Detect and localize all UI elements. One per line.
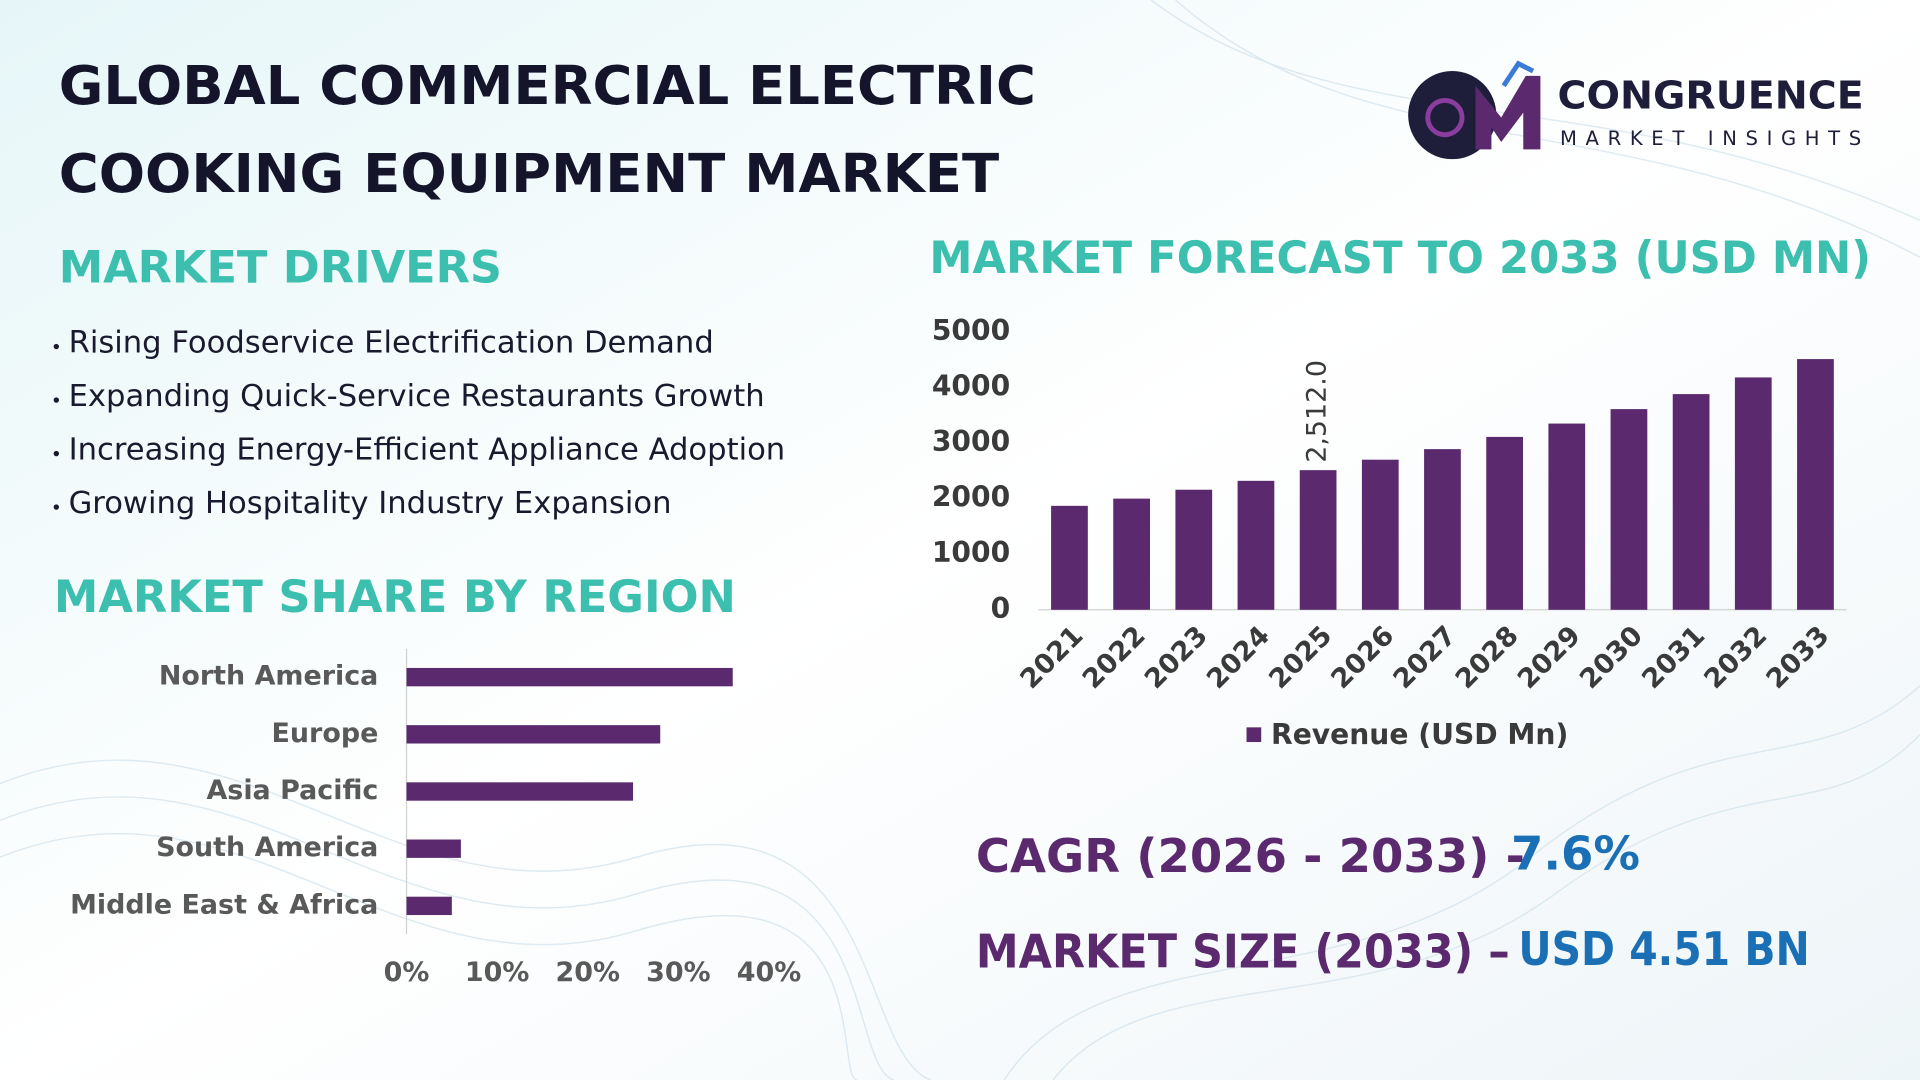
bar — [1113, 498, 1150, 610]
cagr-label: CAGR (2026 - 2033) - — [976, 829, 1525, 883]
bar — [1175, 489, 1213, 610]
y-tick-label: 5000 — [932, 314, 1010, 347]
driver-item: Rising Foodservice Electrification Deman… — [69, 326, 714, 361]
x-tick-label: 0% — [384, 957, 430, 988]
bar — [1237, 480, 1275, 610]
section-title: MARKET SHARE BY REGION — [54, 572, 736, 623]
bar — [1797, 359, 1834, 610]
logo: CONGRUENCE MARKET INSIGHTS — [1408, 60, 1864, 160]
y-tick-label: 4000 — [932, 369, 1010, 402]
bullet — [53, 397, 60, 403]
size-label: MARKET SIZE (2033) – — [976, 925, 1510, 979]
logo-tagline: MARKET INSIGHTS — [1560, 127, 1861, 150]
bar — [1610, 409, 1648, 610]
x-tick-label: 20% — [556, 957, 620, 988]
section-title: MARKET FORECAST TO 2033 (USD MN) — [929, 233, 1871, 284]
y-tick-label: Asia Pacific — [206, 775, 378, 806]
region-chart: 0% 10% 20% 30% 40% North America Europe Asia Pa… — [70, 648, 801, 988]
y-tick-label: South America — [156, 832, 378, 863]
driver-item: Growing Hospitality Industry Expansion — [69, 486, 672, 521]
y-tick-label: Europe — [272, 718, 379, 749]
y-tick-label: 0 — [991, 592, 1011, 625]
section-title: MARKET DRIVERS — [59, 243, 502, 294]
logo-globe — [1425, 97, 1465, 138]
logo-arrow — [1501, 60, 1535, 88]
y-tick-label: North America — [159, 661, 378, 692]
bar — [1672, 394, 1710, 610]
bar — [406, 782, 634, 801]
bullet — [53, 450, 60, 457]
y-tick-label: Middle East & Africa — [70, 889, 378, 920]
bullet — [53, 343, 60, 350]
bar — [406, 667, 733, 687]
driver-item: Increasing Energy-Efficient Appliance Ad… — [69, 433, 786, 468]
y-tick-label: 3000 — [932, 425, 1010, 458]
size-value: USD 4.51 BN — [1518, 922, 1809, 976]
x-tick-label: 10% — [465, 957, 529, 988]
logo-m — [1475, 75, 1541, 150]
bullet — [53, 504, 60, 510]
cagr-value: 7.6% — [1511, 827, 1640, 881]
x-tick-label: 40% — [737, 957, 801, 988]
bar — [1299, 470, 1337, 610]
title-line: COOKING EQUIPMENT MARKET — [59, 142, 1000, 205]
y-tick-label: 1000 — [932, 536, 1010, 569]
logo-mark — [1408, 71, 1497, 160]
bar — [406, 725, 661, 744]
title-line: GLOBAL COMMERCIAL ELECTRIC — [59, 54, 1036, 117]
x-tick-label: 30% — [646, 957, 710, 988]
y-tick-label: 2000 — [932, 481, 1010, 514]
legend-label: Revenue (USD Mn) — [1271, 718, 1568, 751]
drivers-list: Rising Foodservice Electrification Deman… — [53, 326, 786, 521]
bar — [406, 896, 452, 916]
driver-item: Expanding Quick-Service Restaurants Grow… — [69, 379, 765, 414]
bar — [1424, 449, 1461, 610]
bar — [1051, 505, 1088, 610]
bar — [1486, 436, 1523, 610]
data-label: 2,512.0 — [1302, 360, 1333, 463]
logo-name: CONGRUENCE — [1558, 73, 1864, 117]
bar — [1361, 459, 1399, 610]
bar — [406, 839, 461, 858]
bar — [1548, 423, 1586, 610]
bar — [1734, 377, 1772, 610]
legend-swatch — [1246, 727, 1262, 743]
